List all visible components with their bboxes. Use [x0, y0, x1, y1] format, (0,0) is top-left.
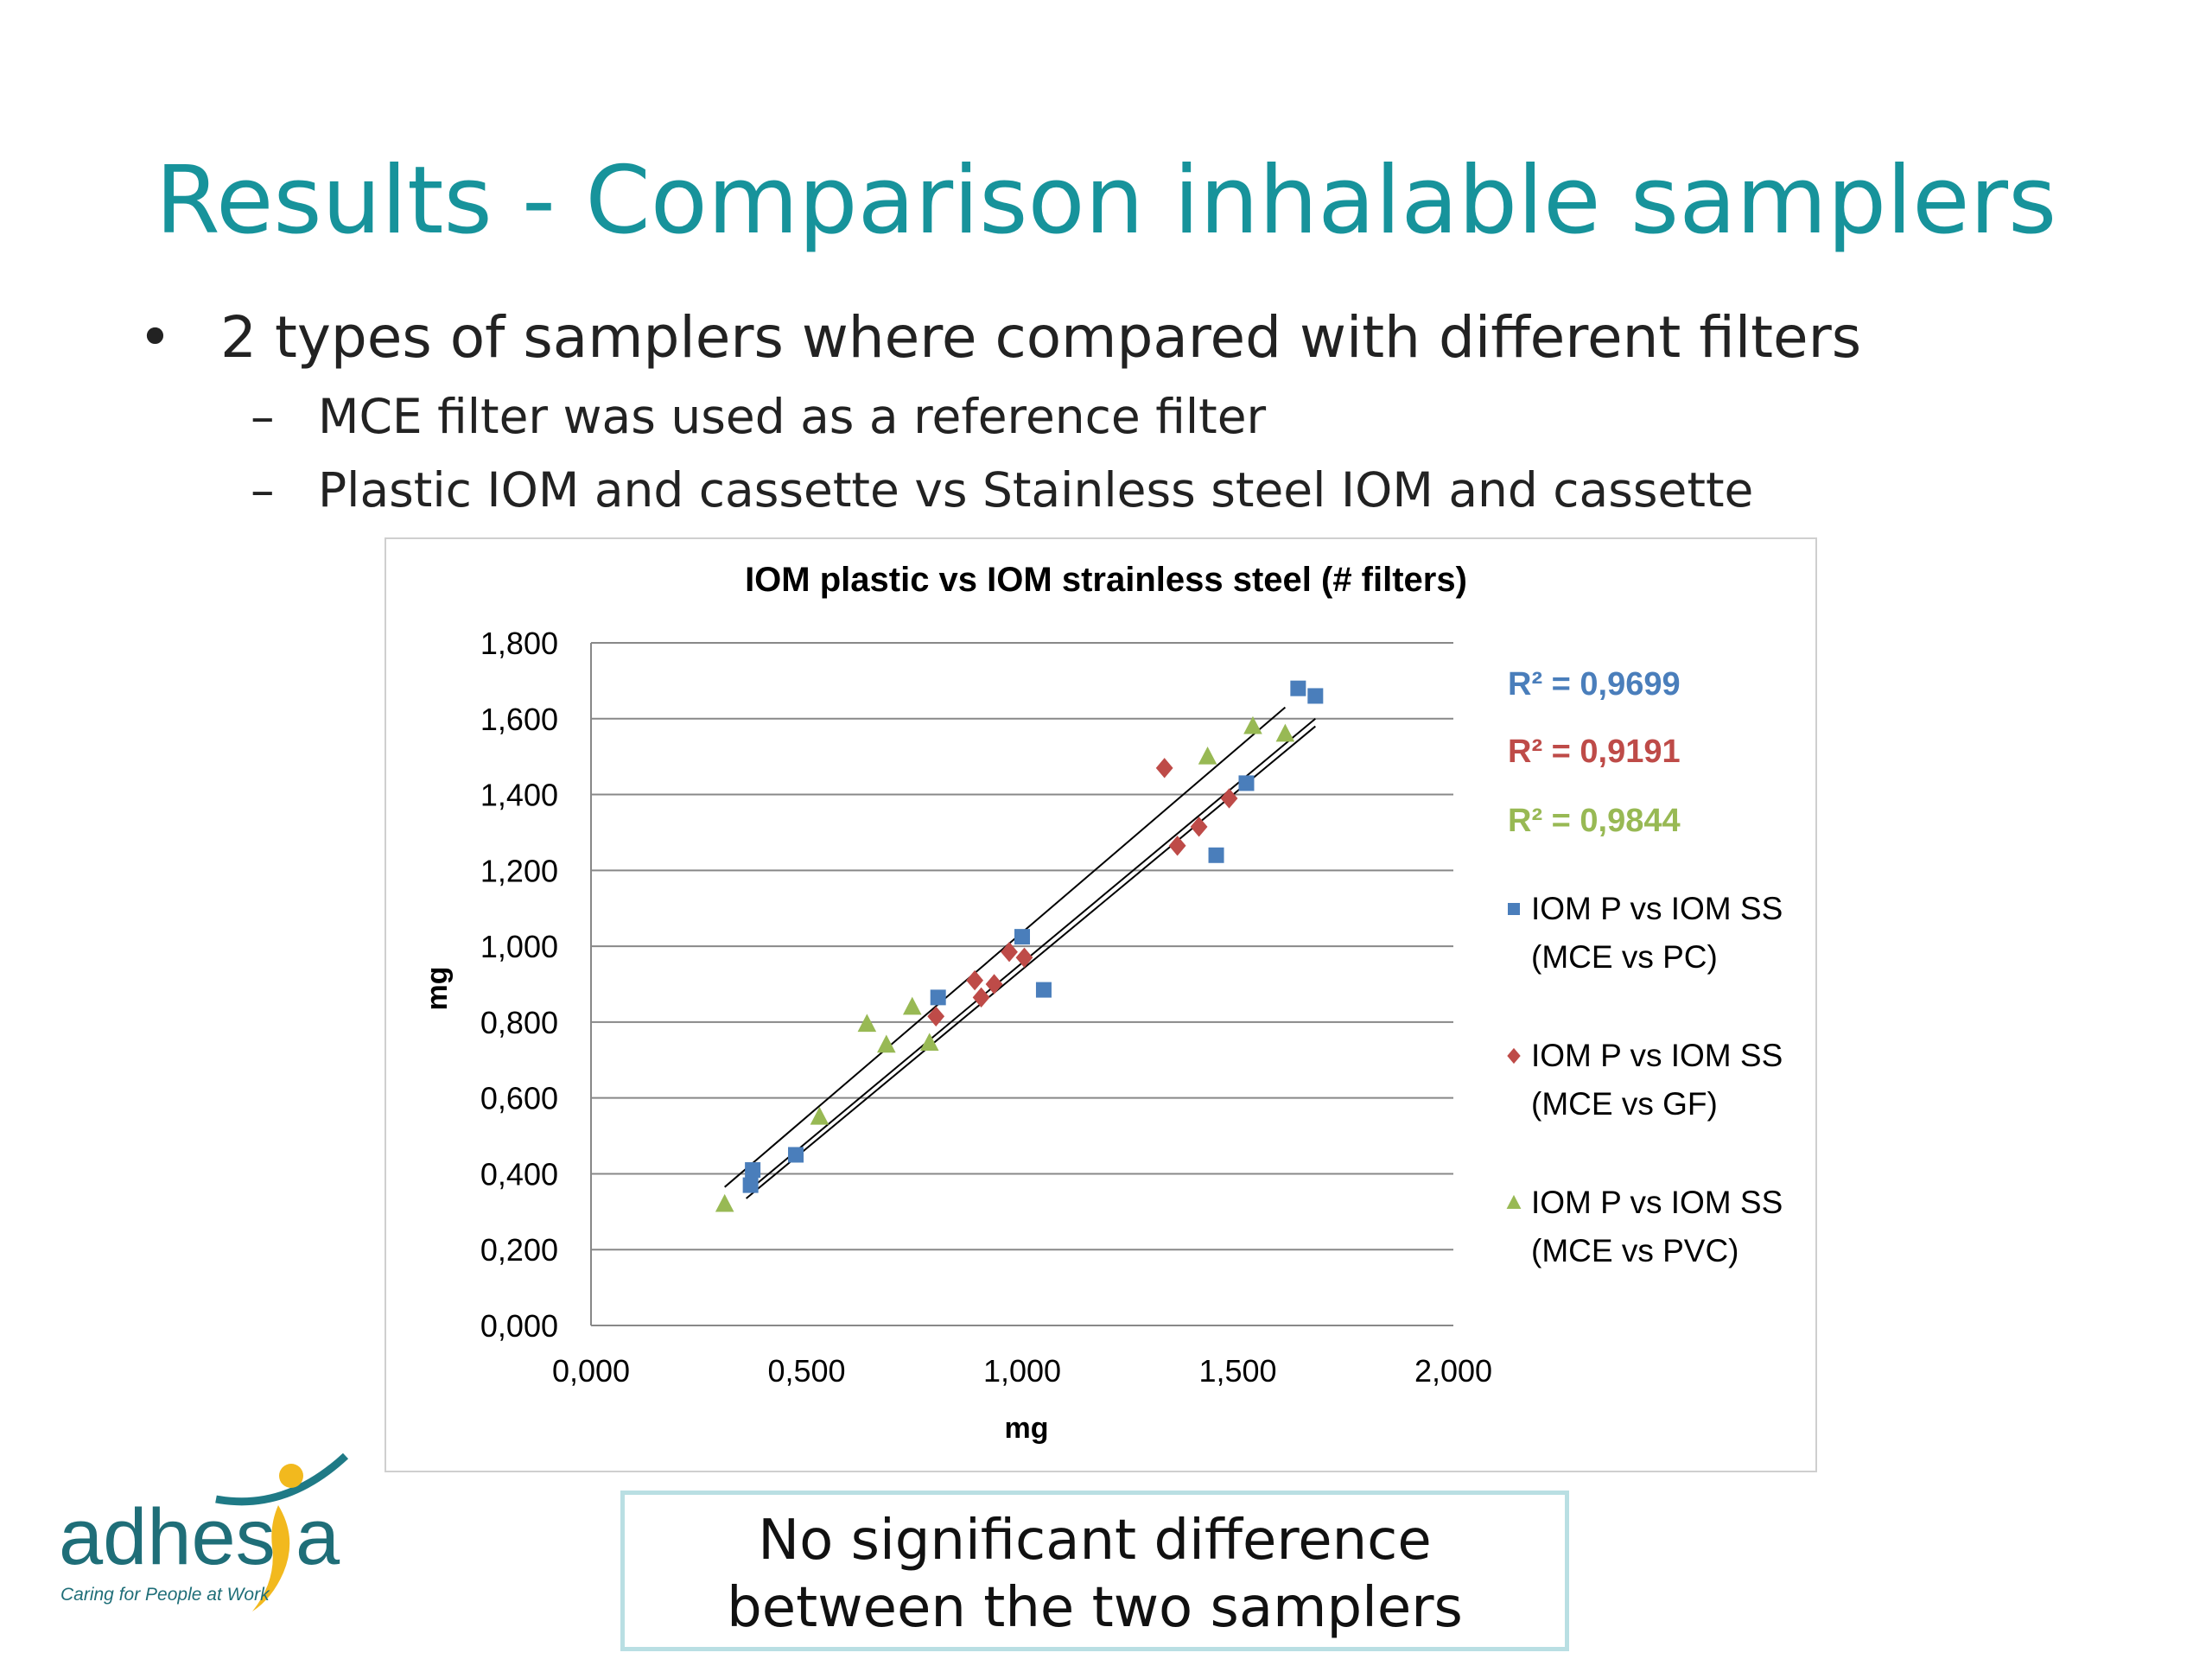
legend-label: IOM P vs IOM SS — [1531, 1038, 1783, 1073]
data-point — [1198, 746, 1217, 765]
sub-bullet-dash: – — [251, 462, 275, 518]
data-point — [857, 1014, 877, 1033]
data-points — [715, 680, 1324, 1212]
slide-title: Results - Comparison inhalable samplers — [155, 147, 2057, 255]
x-tick-label: 1,000 — [983, 1353, 1061, 1389]
bullet-dot: • — [138, 304, 172, 371]
sub-bullet-1-text: MCE filter was used as a reference filte… — [318, 389, 1267, 444]
x-tick-label: 2,000 — [1414, 1353, 1492, 1389]
data-point — [1155, 758, 1173, 779]
legend-label: (MCE vs PC) — [1531, 939, 1718, 975]
legend-label: (MCE vs GF) — [1531, 1086, 1718, 1122]
legend-marker — [1506, 1194, 1522, 1209]
conclusion-line-2: between the two samplers — [727, 1576, 1463, 1640]
data-point — [1208, 847, 1224, 863]
x-tick-label: 1,500 — [1198, 1353, 1276, 1389]
x-tick-label: 0,500 — [767, 1353, 845, 1389]
conclusion-box: No significant difference between the tw… — [620, 1491, 1569, 1651]
data-point — [927, 1006, 945, 1027]
logo-wordmark: adhes — [59, 1493, 276, 1581]
y-tick-label: 0,600 — [480, 1081, 558, 1116]
data-point — [902, 996, 922, 1015]
y-tick-label: 0,000 — [480, 1308, 558, 1344]
legend-label: IOM P vs IOM SS — [1531, 891, 1783, 926]
trendline — [746, 725, 1316, 1199]
svg-text:a: a — [296, 1493, 340, 1581]
y-tick-label: 0,200 — [480, 1232, 558, 1268]
data-point — [972, 987, 990, 1008]
data-point — [1015, 947, 1033, 968]
legend-label: IOM P vs IOM SS — [1531, 1185, 1783, 1220]
y-tick-label: 1,600 — [480, 702, 558, 737]
y-tick-label: 0,800 — [480, 1005, 558, 1040]
chart-frame: IOM plastic vs IOM strainless steel (# f… — [385, 537, 1817, 1472]
data-point — [788, 1147, 804, 1163]
sub-bullet-2-text: Plastic IOM and cassette vs Stainless st… — [318, 462, 1754, 518]
data-point — [1243, 715, 1262, 734]
bullet-main-text: 2 types of samplers where compared with … — [220, 304, 1862, 371]
x-tick-labels: 0,000 0,500 1,000 1,500 2,000 — [552, 1353, 1492, 1389]
data-point — [1290, 680, 1306, 696]
y-tick-label: 1,000 — [480, 929, 558, 964]
y-tick-label: 1,400 — [480, 778, 558, 813]
data-point — [966, 969, 984, 991]
gridlines — [590, 642, 1453, 1326]
data-point — [1238, 775, 1255, 791]
data-point — [985, 974, 1003, 995]
data-point — [1014, 929, 1030, 945]
r-squared-label: R² = 0,9699 — [1508, 666, 1681, 702]
adhesia-logo: adhes a Caring for People at Work — [52, 1452, 363, 1624]
data-point — [1307, 688, 1324, 704]
bullet-list: • 2 types of samplers where compared wit… — [0, 0, 2212, 536]
data-point — [1001, 941, 1018, 963]
y-tick-labels: 0,000 0,200 0,400 0,600 0,800 1,000 1,200 1,400… — [480, 626, 558, 1344]
x-axis-label: mg — [1005, 1412, 1049, 1445]
scatter-chart: IOM plastic vs IOM strainless steel (# f… — [421, 561, 1783, 1445]
data-point — [745, 1162, 761, 1179]
legend-marker — [1508, 903, 1520, 915]
data-point — [877, 1034, 896, 1053]
y-tick-label: 1,200 — [480, 853, 558, 888]
y-tick-label: 0,400 — [480, 1156, 558, 1192]
data-point — [930, 989, 946, 1006]
data-point — [715, 1193, 734, 1212]
sub-bullet-dash: – — [251, 389, 275, 444]
r-squared-label: R² = 0,9191 — [1508, 734, 1681, 770]
chart-title: IOM plastic vs IOM strainless steel (# f… — [745, 561, 1467, 599]
data-point — [1035, 982, 1052, 998]
legend-marker — [1507, 1047, 1521, 1065]
data-point — [1220, 788, 1238, 809]
legend-label: (MCE vs PVC) — [1531, 1233, 1739, 1268]
legend: R² = 0,9699 R² = 0,9191 R² = 0,9844 IOM P v… — [1506, 666, 1783, 1268]
y-tick-label: 1,800 — [480, 626, 558, 661]
y-axis-label: mg — [421, 967, 454, 1011]
data-point — [810, 1106, 830, 1125]
data-point — [742, 1177, 759, 1193]
trendline — [749, 718, 1316, 1190]
data-point — [919, 1033, 939, 1052]
r-squared-label: R² = 0,9844 — [1508, 803, 1681, 839]
data-point — [1275, 723, 1295, 742]
svg-text:Caring for People at Work: Caring for People at Work — [60, 1585, 270, 1605]
conclusion-line-1: No significant difference — [758, 1509, 1432, 1573]
x-tick-label: 0,000 — [552, 1353, 630, 1389]
